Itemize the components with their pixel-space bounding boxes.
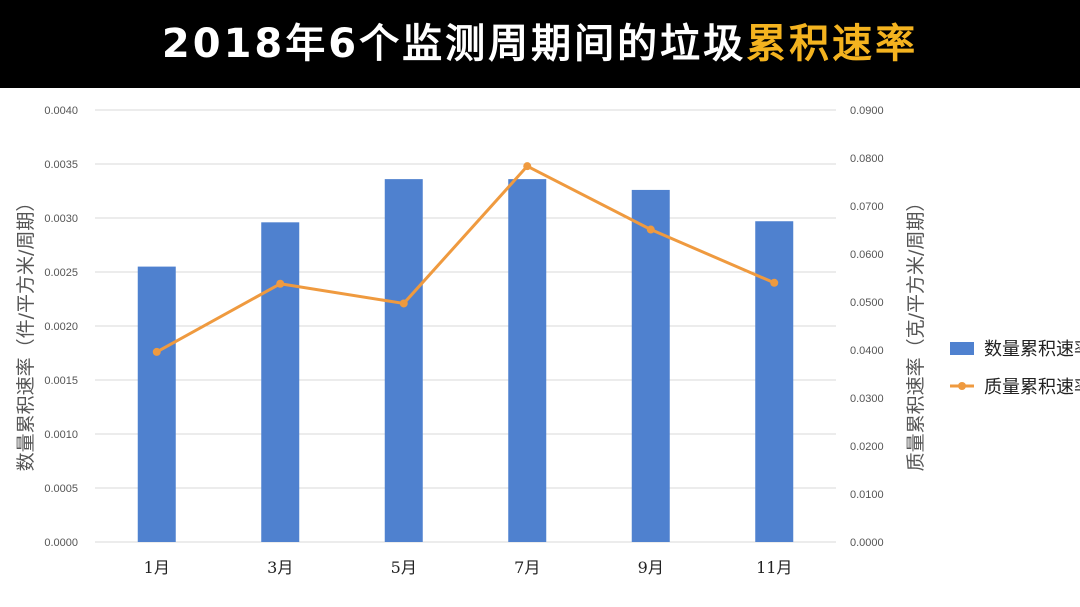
left-tick-label: 0.0015 bbox=[44, 375, 78, 387]
right-tick-label: 0.0600 bbox=[850, 249, 884, 261]
legend-bar-label: 数量累积速率 bbox=[984, 339, 1080, 360]
category-label: 1月 bbox=[144, 558, 170, 577]
bar bbox=[631, 189, 670, 543]
right-tick-label: 0.0000 bbox=[850, 537, 884, 549]
line-point bbox=[276, 279, 285, 288]
left-tick-label: 0.0020 bbox=[44, 321, 78, 333]
right-tick-label: 0.0900 bbox=[850, 105, 884, 117]
series-line bbox=[156, 164, 775, 354]
right-tick-label: 0.0500 bbox=[850, 297, 884, 309]
bar bbox=[261, 222, 300, 542]
grid-lines bbox=[95, 109, 836, 543]
bar bbox=[508, 179, 547, 542]
right-tick-label: 0.0400 bbox=[850, 345, 884, 357]
bar bbox=[755, 221, 794, 543]
legend-bar-swatch bbox=[950, 342, 974, 355]
left-tick-label: 0.0040 bbox=[44, 105, 78, 117]
dual-axis-chart: 0.0000 0.0005 0.0010 0.0015 0.0020 0.0025 0.00… bbox=[15, 105, 1080, 577]
left-tick-label: 0.0010 bbox=[44, 429, 78, 441]
legend: 数量累积速率 质量累积速率 bbox=[950, 339, 1080, 398]
category-label: 5月 bbox=[391, 558, 417, 577]
line-point bbox=[523, 162, 532, 171]
category-label: 9月 bbox=[638, 558, 664, 577]
bar-series bbox=[137, 179, 794, 543]
title-main: 2018年6个监测周期间的垃圾 bbox=[161, 21, 747, 67]
legend-line-marker bbox=[958, 382, 966, 390]
legend-line-label: 质量累积速率 bbox=[984, 377, 1080, 398]
right-tick-label: 0.0100 bbox=[850, 489, 884, 501]
right-tick-label: 0.0700 bbox=[850, 201, 884, 213]
left-tick-label: 0.0030 bbox=[44, 213, 78, 225]
line-point bbox=[152, 347, 161, 356]
right-axis-ticks: 0.0000 0.0100 0.0200 0.0300 0.0400 0.0500 0.06… bbox=[850, 105, 884, 549]
left-tick-label: 0.0035 bbox=[44, 159, 78, 171]
bar bbox=[384, 179, 423, 542]
chart-title: 2018年6个监测周期间的垃圾累积速率 bbox=[0, 0, 1080, 88]
line-point bbox=[770, 278, 779, 287]
category-labels: 1月 3月 5月 7月 9月 11月 bbox=[144, 558, 793, 577]
category-label: 3月 bbox=[267, 558, 293, 577]
right-axis-title: 质量累积速率（克/平方米/周期） bbox=[905, 193, 927, 472]
category-label: 11月 bbox=[756, 558, 792, 577]
line-series bbox=[152, 162, 779, 356]
category-label: 7月 bbox=[514, 558, 540, 577]
left-axis-title: 数量累积速率（件/平方米/周期） bbox=[15, 193, 37, 472]
left-tick-label: 0.0025 bbox=[44, 267, 78, 279]
left-tick-label: 0.0000 bbox=[44, 537, 78, 549]
title-highlight: 累积速率 bbox=[746, 21, 919, 67]
bar bbox=[137, 266, 176, 542]
left-axis-ticks: 0.0000 0.0005 0.0010 0.0015 0.0020 0.0025 0.00… bbox=[44, 105, 78, 549]
right-tick-label: 0.0200 bbox=[850, 441, 884, 453]
header-bar bbox=[0, 0, 1080, 88]
right-tick-label: 0.0300 bbox=[850, 393, 884, 405]
line-point bbox=[646, 225, 655, 234]
left-tick-label: 0.0005 bbox=[44, 483, 78, 495]
right-tick-label: 0.0800 bbox=[850, 153, 884, 165]
line-point bbox=[399, 299, 408, 308]
